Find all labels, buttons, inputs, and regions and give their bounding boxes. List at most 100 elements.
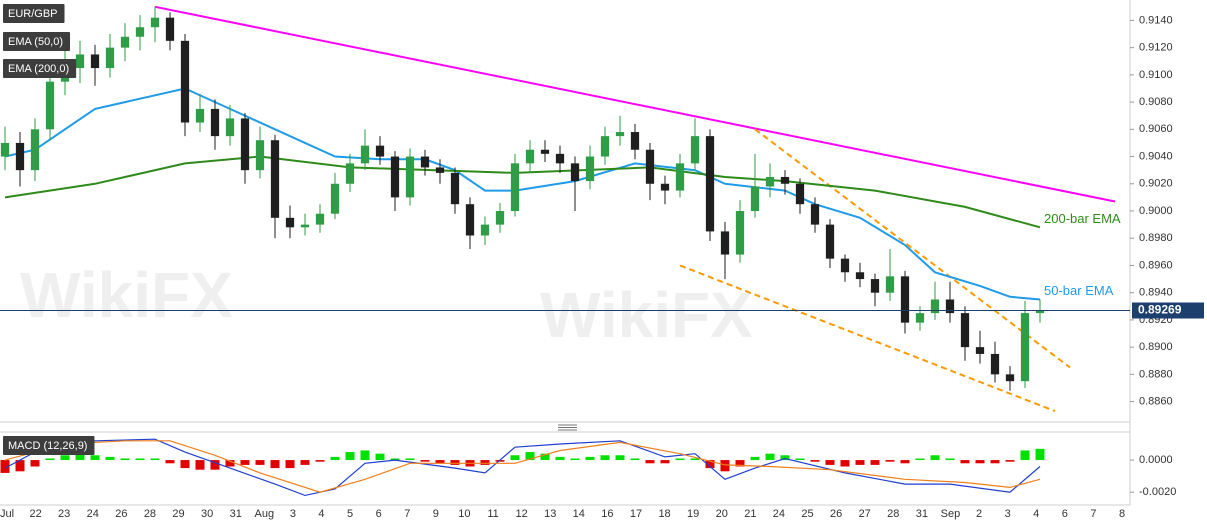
candle-body [405,156,415,198]
symbol-label: EUR/GBP [3,4,65,23]
candle-body [675,163,685,191]
y-tick-label: 0.9140 [1139,14,1173,26]
candle-body [450,172,460,205]
histogram-bar [945,458,955,461]
candle-body [645,149,655,184]
candle-body [720,231,730,255]
candle-body [75,54,85,69]
candle-body [360,145,370,164]
x-tick-label: 26 [115,508,127,520]
candle-body [975,347,985,354]
x-tick-label: 24 [87,508,99,520]
histogram-bar [735,460,745,467]
x-tick-label: 4 [1033,508,1039,520]
trendline [754,128,1071,369]
y-tick-label: 0.9040 [1139,150,1173,162]
histogram-bar [165,460,175,464]
candle-body [300,224,310,228]
histogram-bar [30,460,40,467]
legend-entry-bg [3,32,71,51]
histogram-bar [150,458,160,461]
histogram-bar [450,460,460,465]
candle-body [660,183,670,191]
x-tick-label: 31 [916,508,928,520]
candle-body [750,186,760,211]
x-tick-label: 31 [230,508,242,520]
x-tick-label: 26 [830,508,842,520]
histogram-bar [480,460,490,465]
histogram-bar [225,460,235,467]
histogram-bar [990,460,1000,464]
histogram-bar [960,460,970,464]
candle-body [435,167,445,173]
histogram-bar [525,452,535,461]
histogram-bar [690,458,700,461]
legend-entry: EMA (50,0) [3,32,71,51]
y-tick-label: 0.9000 [1139,205,1173,217]
histogram-bar [975,460,985,464]
candle-body [810,204,820,225]
histogram-bar [180,460,190,469]
histogram-bar [60,455,70,461]
histogram-bar [330,456,340,461]
x-tick-label: 3 [290,508,296,520]
x-tick-label: 30 [201,508,213,520]
x-tick-label: 5 [347,508,353,520]
candle-body [540,149,550,154]
indicator-label-text: MACD (12,26,9) [8,440,87,452]
candle-body [570,163,580,182]
candle-body [1020,313,1030,382]
x-tick-label: 28 [144,508,156,520]
histogram-bar [795,458,805,461]
candle-body [165,17,175,41]
histogram-bar [390,458,400,461]
candle-body [705,136,715,232]
histogram-bar [1005,460,1015,462]
candle-body [510,163,520,211]
x-tick-label: 14 [573,508,585,520]
histogram-bar [825,460,835,465]
candle-body [840,258,850,273]
candle-body [375,145,385,157]
histogram-bar [105,456,115,461]
histogram-bar [555,456,565,461]
histogram-bar [75,453,85,461]
candle-body [45,81,55,130]
candle-body [930,299,940,314]
x-tick-label: 9 [433,508,439,520]
ema-line [4,87,1041,301]
histogram-bar [660,460,670,464]
candle-body [180,40,190,123]
x-tick-label: 13 [544,508,556,520]
x-tick-label: 23 [58,508,70,520]
candle-body [210,108,220,137]
x-tick-label: 29 [172,508,184,520]
candle-body [915,313,925,323]
candle-body [1035,310,1045,314]
y-tick-label: 0.9080 [1139,96,1173,108]
candle-body [555,153,565,164]
x-tick-label: 7 [1090,508,1096,520]
x-tick-label: 16 [601,508,613,520]
candle-body [285,217,295,228]
x-tick-label: 18 [658,508,670,520]
candle-body [315,213,325,225]
x-tick-label: 2 [976,508,982,520]
x-tick-label: 11 [487,508,498,520]
last-price-box [1132,302,1204,319]
candle-body [525,149,535,164]
histogram-bar [435,460,445,464]
ema-line [4,155,1041,229]
y-tick-label: 0.9020 [1139,178,1173,190]
candle-body [825,224,835,259]
candle-body [120,36,130,48]
histogram-bar [630,458,640,461]
candle-body [330,183,340,214]
candle-body [480,224,490,236]
x-tick-label: 7 [404,508,410,520]
trendline [154,5,1116,203]
panel-divider [558,424,577,431]
last-price-label: 0.89269 [1138,303,1182,317]
y-tick-label: 0.8880 [1139,368,1173,380]
